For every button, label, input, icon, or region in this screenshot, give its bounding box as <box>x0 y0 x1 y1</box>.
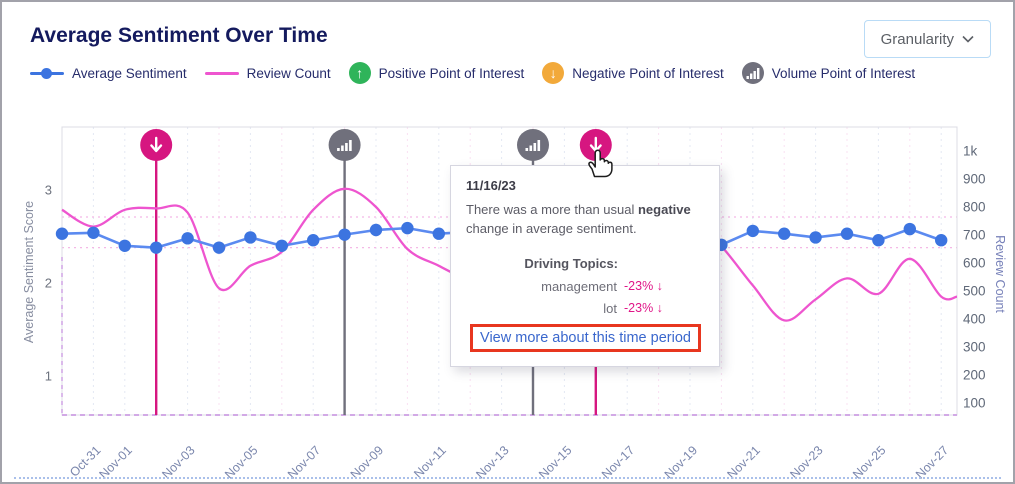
sentiment-point[interactable] <box>244 231 257 244</box>
sentiment-point[interactable] <box>872 234 885 247</box>
right-axis-tick: 400 <box>963 312 986 327</box>
legend-item-average-sentiment[interactable]: Average Sentiment <box>30 66 187 81</box>
sentiment-point[interactable] <box>778 227 791 240</box>
driving-topics-label: Driving Topics: <box>524 256 618 271</box>
chevron-down-icon <box>962 35 974 43</box>
right-axis-tick: 800 <box>963 200 986 215</box>
x-axis-label-Nov-11: Nov-11 <box>411 443 449 481</box>
tooltip-date: 11/16/23 <box>466 178 516 193</box>
poi-marker-negative-Nov-02[interactable] <box>140 129 173 161</box>
topic-change-value: -23% ↓ <box>624 279 663 293</box>
x-axis-label-Nov-15: Nov-15 <box>536 443 574 481</box>
x-axis-label-Nov-09: Nov-09 <box>348 443 386 481</box>
right-axis-tick: 200 <box>963 368 986 383</box>
tooltip-driving-topics: Driving Topics: management -23% ↓ lot -2… <box>451 256 719 319</box>
chart-legend: Average Sentiment Review Count ↑ Positiv… <box>30 62 915 84</box>
sentiment-point[interactable] <box>809 231 822 244</box>
arrow-up-circle-icon: ↑ <box>348 62 371 84</box>
left-axis-tick: 1 <box>45 369 52 384</box>
topic-row: lot -23% ↓ <box>603 297 670 319</box>
volume-bars-circle-icon <box>741 62 764 84</box>
left-axis-tick: 3 <box>45 183 52 198</box>
right-axis-title: Review Count <box>993 235 1007 313</box>
x-axis-label-Nov-05: Nov-05 <box>222 443 260 481</box>
granularity-dropdown[interactable]: Granularity <box>863 20 991 58</box>
x-axis-label-Nov-03: Nov-03 <box>159 443 197 481</box>
right-axis-tick: 100 <box>963 396 986 411</box>
view-more-button[interactable]: View more about this time period <box>474 329 697 347</box>
sentiment-point[interactable] <box>369 223 383 237</box>
arrow-down-circle-icon: ↓ <box>542 62 565 84</box>
sentiment-point[interactable] <box>432 227 445 240</box>
right-axis-tick: 600 <box>963 256 986 271</box>
legend-item-negative-poi[interactable]: ↓ Negative Point of Interest <box>542 62 724 84</box>
sentiment-point[interactable] <box>746 224 759 238</box>
granularity-label: Granularity <box>880 30 954 48</box>
right-axis-tick: 900 <box>963 172 986 187</box>
right-axis-tick: 700 <box>963 228 986 243</box>
legend-item-volume-poi[interactable]: Volume Point of Interest <box>741 62 916 84</box>
legend-label: Average Sentiment <box>72 65 187 81</box>
sentiment-point[interactable] <box>840 227 854 240</box>
left-axis-tick: 2 <box>45 276 52 291</box>
left-axis-title: Average Sentiment Score <box>22 201 36 343</box>
x-axis-label-Nov-25: Nov-25 <box>850 443 888 481</box>
hand-cursor-icon <box>588 149 613 178</box>
topic-row: management -23% ↓ <box>541 275 670 297</box>
legend-item-review-count[interactable]: Review Count <box>204 65 331 81</box>
page-title: Average Sentiment Over Time <box>30 24 328 47</box>
x-axis-label-Nov-17: Nov-17 <box>599 443 637 481</box>
sentiment-point[interactable] <box>212 241 226 254</box>
sentiment-point[interactable] <box>181 232 194 245</box>
poi-tooltip: 11/16/23 There was a more than usual neg… <box>450 165 720 367</box>
x-axis-label-Nov-07: Nov-07 <box>285 443 323 481</box>
legend-label: Negative Point of Interest <box>572 65 724 81</box>
sentiment-point[interactable] <box>87 226 100 239</box>
x-axis-label-Nov-19: Nov-19 <box>662 443 700 481</box>
topic-change-value: -23% ↓ <box>624 301 663 315</box>
right-axis-tick: 1k <box>963 144 978 159</box>
right-axis-tick: 500 <box>963 284 986 299</box>
sentiment-point[interactable] <box>275 239 288 252</box>
sentiment-point[interactable] <box>55 227 69 240</box>
bottom-scroll-track <box>14 477 1001 479</box>
annotation-highlight-box: View more about this time period <box>470 324 701 352</box>
right-axis-tick: 300 <box>963 340 986 355</box>
sentiment-point[interactable] <box>307 234 320 247</box>
sentiment-point[interactable] <box>118 239 131 252</box>
sentiment-point[interactable] <box>401 221 414 235</box>
sentiment-point[interactable] <box>338 228 351 241</box>
x-axis-label-Nov-27: Nov-27 <box>913 443 951 481</box>
pink-line-icon <box>204 71 239 75</box>
sentiment-point[interactable] <box>150 241 163 254</box>
legend-label: Positive Point of Interest <box>378 65 525 81</box>
legend-label: Review Count <box>246 65 331 81</box>
tooltip-message: There was a more than usual negative cha… <box>466 202 691 236</box>
topic-name: management <box>541 278 617 294</box>
x-axis-label-Nov-23: Nov-23 <box>787 443 825 481</box>
blue-line-dot-icon <box>30 66 64 80</box>
x-axis-label-Nov-13: Nov-13 <box>473 443 511 481</box>
legend-item-positive-poi[interactable]: ↑ Positive Point of Interest <box>348 62 525 84</box>
poi-marker-volume-Nov-14[interactable] <box>517 129 549 161</box>
x-axis-label-Oct-31: Oct-31 <box>67 443 103 479</box>
x-axis-label-Nov-01: Nov-01 <box>97 443 135 481</box>
legend-label: Volume Point of Interest <box>771 65 916 81</box>
sentiment-point[interactable] <box>935 234 948 247</box>
sentiment-point[interactable] <box>903 222 916 236</box>
topic-name: lot <box>603 300 617 316</box>
x-axis-label-Nov-21: Nov-21 <box>725 443 763 481</box>
poi-marker-volume-Nov-08[interactable] <box>328 129 361 161</box>
